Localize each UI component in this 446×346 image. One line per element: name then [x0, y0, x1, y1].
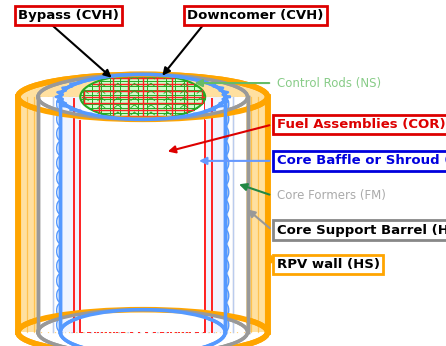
Text: Core Support Barrel (HS): Core Support Barrel (HS) [277, 224, 446, 237]
Text: RPV wall (HS): RPV wall (HS) [277, 258, 380, 271]
Bar [39, 97, 246, 332]
Bar [18, 97, 268, 332]
Bar [62, 97, 224, 332]
Bar [81, 97, 204, 332]
Ellipse shape [80, 74, 205, 119]
Text: Downcomer (CVH): Downcomer (CVH) [187, 9, 324, 22]
Text: Fuel Assemblies (COR): Fuel Assemblies (COR) [277, 118, 445, 131]
Text: Bypass (CVH): Bypass (CVH) [18, 9, 119, 22]
Ellipse shape [18, 74, 268, 119]
Text: Core Formers (FM): Core Formers (FM) [277, 189, 385, 202]
Text: Core Baffle or Shroud (HS): Core Baffle or Shroud (HS) [277, 154, 446, 167]
Text: Control Rods (NS): Control Rods (NS) [277, 76, 380, 90]
